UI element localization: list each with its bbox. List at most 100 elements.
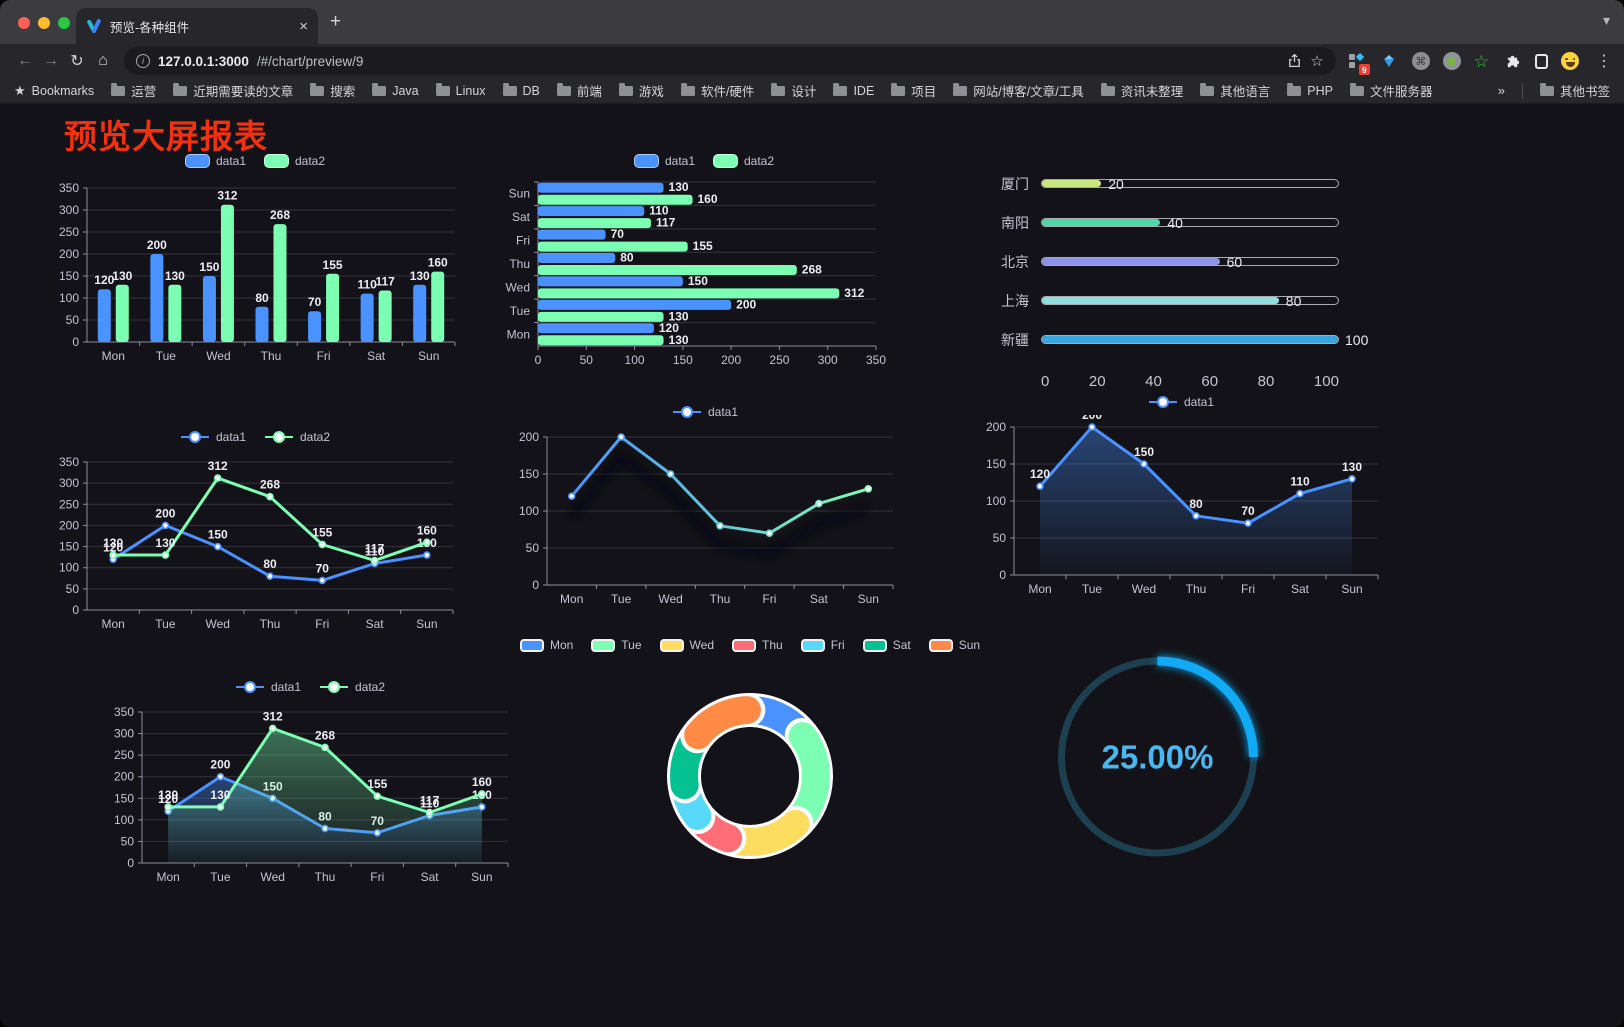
command-extension-icon[interactable]: ⌘ — [1411, 52, 1430, 70]
other-bookmarks-folder[interactable]: 其他书签 — [1539, 81, 1610, 100]
legend-item[interactable]: Sat — [862, 638, 911, 652]
share-icon[interactable] — [1287, 53, 1302, 69]
reader-extension-icon[interactable] — [1535, 53, 1548, 69]
new-tab-button[interactable]: + — [330, 11, 342, 32]
legend-item[interactable]: Thu — [732, 638, 783, 652]
bookmark-item[interactable]: PHP — [1287, 81, 1333, 100]
svg-text:Thu: Thu — [261, 349, 282, 363]
back-button[interactable]: ← — [17, 52, 33, 69]
legend-item[interactable]: data1 — [180, 430, 246, 444]
progress-fill — [1042, 297, 1279, 304]
legend-item[interactable]: data1 — [184, 154, 246, 168]
axis-tick-label: 60 — [1201, 373, 1219, 390]
progress-row: 南阳 40 — [985, 203, 1385, 242]
bookmark-item[interactable]: Linux — [435, 81, 486, 100]
emoji-extension-icon[interactable] — [1561, 52, 1579, 70]
folder-icon — [618, 83, 633, 96]
double-area-line-chart-canvas: 0 50 100 150 200 250 300 350 Mon Tue Wed Thu Fri Sat S… — [114, 705, 509, 884]
bookmark-item[interactable]: 文件服务器 — [1349, 81, 1433, 100]
bookmark-item[interactable]: IDE — [833, 81, 874, 100]
svg-text:350: 350 — [59, 181, 79, 195]
legend-item[interactable]: data1 — [1148, 395, 1214, 409]
legend-item[interactable]: Wed — [659, 638, 714, 652]
bookmark-label: 文件服务器 — [1369, 85, 1433, 99]
legend-item[interactable]: data1 — [672, 405, 738, 419]
bookmark-item[interactable]: 设计 — [771, 81, 816, 100]
bookmark-item[interactable]: 前端 — [556, 81, 602, 100]
svg-text:Tue: Tue — [1082, 582, 1103, 596]
svg-text:200: 200 — [736, 297, 756, 311]
minimize-window-button[interactable] — [38, 17, 50, 29]
legend-marker-icon — [633, 154, 659, 168]
legend-label: data1 — [664, 154, 695, 168]
reload-button[interactable]: ↻ — [70, 53, 84, 70]
legend-item[interactable]: data2 — [319, 680, 385, 694]
progress-value: 40 — [1167, 215, 1183, 231]
svg-text:Fri: Fri — [516, 234, 530, 248]
bookmark-item[interactable]: Java — [372, 81, 419, 100]
legend-item[interactable]: data1 — [633, 154, 695, 168]
bookmarks-overflow-chevron[interactable]: » — [1497, 83, 1505, 98]
bookmark-item[interactable]: 运营 — [111, 81, 156, 100]
svg-text:0: 0 — [127, 856, 134, 870]
bookmark-item[interactable]: 其他语言 — [1200, 81, 1270, 100]
gem-extension-icon[interactable] — [1379, 51, 1399, 71]
legend-item[interactable]: data2 — [264, 430, 330, 444]
maximize-window-button[interactable] — [58, 17, 70, 29]
line-chart: data1 data2 0 50 100 150 200 250 300 350 Mon Tue Wed… — [45, 424, 465, 636]
bookmark-item[interactable]: 资讯未整理 — [1100, 81, 1183, 100]
tab-search-chevron-icon[interactable]: ▾ — [1602, 12, 1610, 28]
svg-text:130: 130 — [669, 333, 689, 347]
tab-favicon-icon — [87, 19, 101, 33]
svg-text:200: 200 — [721, 353, 741, 367]
legend-item[interactable]: Fri — [800, 638, 845, 652]
svg-text:200: 200 — [210, 758, 230, 772]
svg-text:350: 350 — [114, 705, 134, 719]
bookmarks-manager[interactable]: ★ Bookmarks — [14, 83, 94, 99]
home-button[interactable]: ⌂ — [98, 52, 108, 69]
svg-text:200: 200 — [519, 430, 539, 444]
bookmark-item[interactable]: DB — [502, 81, 540, 100]
bookmark-item[interactable]: 网站/博客/文章/工具 — [953, 81, 1084, 100]
browser-menu-icon[interactable]: ⋮ — [1596, 53, 1612, 70]
legend-marker-icon — [264, 154, 289, 168]
progress-row: 北京 60 — [985, 242, 1385, 281]
extension-grid-icon[interactable]: 9 — [1346, 51, 1370, 75]
puzzle-extensions-icon[interactable] — [1502, 51, 1522, 71]
svg-text:Mon: Mon — [102, 349, 125, 363]
folder-icon — [372, 83, 387, 96]
svg-text:50: 50 — [526, 541, 540, 555]
progress-value: 60 — [1226, 254, 1243, 270]
legend-item[interactable]: Tue — [591, 638, 642, 652]
green-star-extension-icon[interactable]: ☆ — [1473, 51, 1489, 71]
svg-text:Tue: Tue — [611, 592, 632, 606]
bookmark-item[interactable]: 近期需要读的文章 — [173, 81, 293, 100]
svg-text:Sat: Sat — [367, 349, 386, 363]
bookmark-item[interactable]: 游戏 — [618, 81, 664, 100]
svg-text:130: 130 — [669, 180, 689, 194]
legend-item[interactable]: data2 — [713, 154, 774, 168]
bookmark-item[interactable]: 软件/硬件 — [680, 81, 754, 100]
bookmark-item[interactable]: 项目 — [891, 81, 936, 100]
close-window-button[interactable] — [18, 17, 30, 29]
bookmark-star-icon[interactable]: ☆ — [1310, 53, 1324, 70]
svg-text:150: 150 — [519, 467, 539, 481]
recorder-extension-icon[interactable] — [1442, 52, 1461, 70]
site-info-icon[interactable]: i — [136, 54, 150, 68]
legend-marker-icon — [732, 638, 756, 652]
svg-text:155: 155 — [312, 525, 332, 539]
legend-item[interactable]: data2 — [264, 154, 325, 168]
donut-chart: Mon Tue Wed Thu Fri Sat Sun — [519, 632, 980, 984]
tab-close-icon[interactable]: × — [299, 17, 308, 35]
legend-item[interactable]: Mon — [519, 638, 573, 652]
address-bar[interactable]: i 127.0.0.1:3000 /#/chart/preview/9 ☆ — [124, 47, 1336, 75]
bookmark-item[interactable]: 搜索 — [310, 81, 355, 100]
svg-text:80: 80 — [1189, 497, 1203, 511]
bookmark-label: 游戏 — [638, 85, 664, 99]
svg-text:Mon: Mon — [560, 592, 583, 606]
legend-item[interactable]: Sun — [928, 638, 980, 652]
browser-tab[interactable]: 预览-各种组件 × — [76, 8, 318, 44]
legend-item[interactable]: data1 — [235, 680, 301, 694]
svg-text:110: 110 — [420, 797, 440, 811]
forward-button[interactable]: → — [43, 52, 59, 69]
